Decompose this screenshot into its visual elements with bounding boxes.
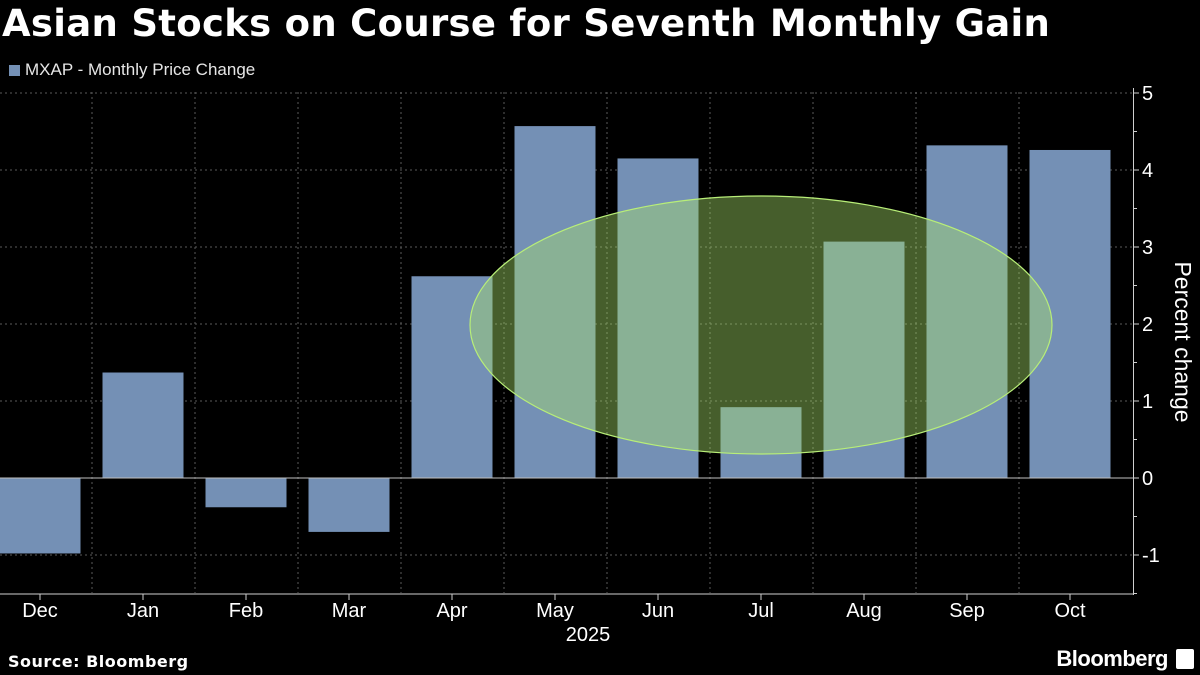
bar (926, 145, 1008, 479)
x-tick-label: Aug (846, 600, 882, 622)
y-tick-label: 4 (1142, 160, 1153, 182)
x-year-label: 2025 (566, 624, 611, 646)
bar (823, 241, 905, 478)
legend: MXAP - Monthly Price Change (9, 60, 255, 80)
chart-title: Asian Stocks on Course for Seventh Month… (2, 2, 1051, 45)
y-tick-label: 5 (1142, 83, 1153, 105)
x-tick-label: Feb (229, 600, 263, 622)
y-tick-label: -1 (1142, 545, 1160, 567)
x-tick-label: May (536, 600, 574, 622)
x-tick-label: Sep (949, 600, 985, 622)
x-tick-label: Apr (436, 600, 467, 622)
bar (1029, 149, 1111, 479)
y-tick-label: 1 (1142, 391, 1153, 413)
bar (0, 478, 81, 554)
x-tick-label: Mar (332, 600, 367, 622)
x-tick-label: Oct (1054, 600, 1086, 622)
bar (411, 276, 493, 478)
chart-logo-icon (1176, 649, 1194, 669)
bar (514, 126, 596, 479)
bloomberg-logo: Bloomberg (1056, 646, 1168, 671)
highlight-ellipse (469, 195, 1053, 455)
y-tick-label: 0 (1142, 468, 1153, 490)
bar (102, 372, 184, 478)
y-tick-label: 2 (1142, 314, 1153, 336)
y-tick-label: 3 (1142, 237, 1153, 259)
y-axis-title: Percent change (1170, 261, 1196, 422)
source-note: Source: Bloomberg (8, 652, 189, 671)
x-tick-label: Jun (642, 600, 674, 622)
legend-swatch (9, 64, 20, 76)
x-tick-label: Jul (748, 600, 774, 622)
bar (308, 478, 390, 532)
legend-label: MXAP - Monthly Price Change (25, 60, 256, 79)
x-tick-label: Dec (22, 600, 58, 622)
bar (617, 158, 699, 478)
bar (720, 407, 802, 478)
x-tick-label: Jan (127, 600, 159, 622)
bar (205, 478, 287, 508)
